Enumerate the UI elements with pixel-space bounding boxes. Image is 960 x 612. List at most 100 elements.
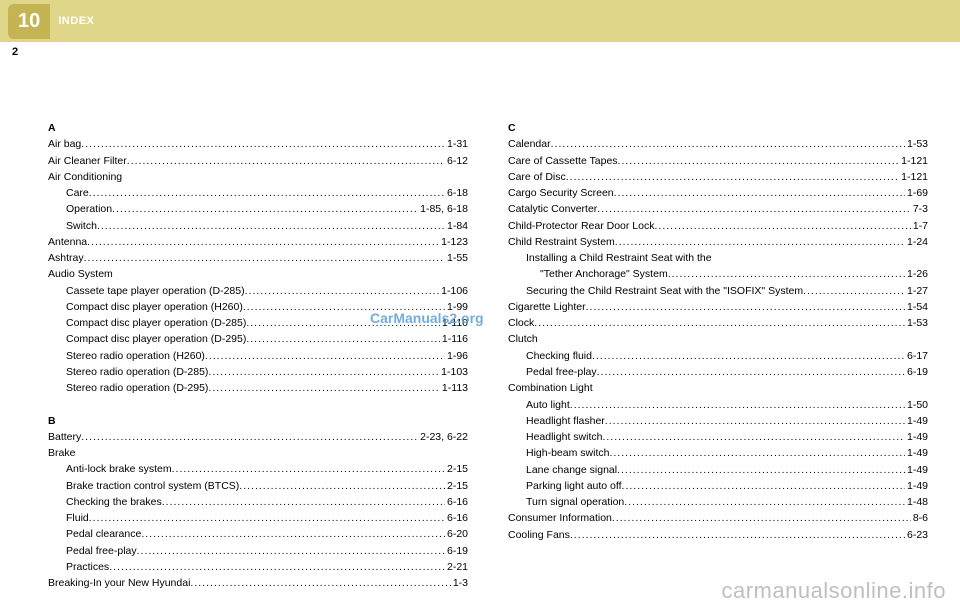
index-entry: Battery 2-23, 6-22 [48,429,468,445]
index-entry: Cargo Security Screen 1-69 [508,185,928,201]
index-page: 6-18 [445,185,468,201]
dot-leader [605,413,905,429]
index-entry: Parking light auto off 1-49 [508,478,928,494]
index-label: Compact disc player operation (D-285) [66,315,246,331]
index-page: 1-49 [905,445,928,461]
index-entry: Stereo radio operation (D-295) 1-113 [48,380,468,396]
index-page: 1-103 [439,364,468,380]
index-entry: Air Cleaner Filter 6-12 [48,153,468,169]
section-head: A [48,120,468,136]
index-page: 1-54 [905,299,928,315]
index-label: Cigarette Lighter [508,299,586,315]
dot-leader [109,559,445,575]
index-page: 6-20 [445,526,468,542]
index-plain: Clutch [508,331,928,347]
dot-leader [803,283,905,299]
index-entry: Lane change signal 1-49 [508,462,928,478]
dot-leader [162,494,445,510]
index-page: 1-31 [445,136,468,152]
index-entry: Anti-lock brake system 2-15 [48,461,468,477]
index-page: 6-16 [445,494,468,510]
dot-leader [190,575,450,591]
index-label: Care [66,185,89,201]
index-entry: Compact disc player operation (D-295) 1-… [48,331,468,347]
dot-leader [205,348,445,364]
index-label: Stereo radio operation (H260) [66,348,205,364]
index-label: Headlight flasher [526,413,605,429]
index-label: Stereo radio operation (D-295) [66,380,208,396]
index-label: "Tether Anchorage" System [540,266,668,282]
index-entry: Switch 1-84 [48,218,468,234]
index-page: 1-69 [905,185,928,201]
index-page: 1-116 [440,331,468,347]
index-entry: Headlight switch 1-49 [508,429,928,445]
dot-leader [245,283,440,299]
index-label: Checking the brakes [66,494,162,510]
dot-leader [566,169,899,185]
index-label: Practices [66,559,109,575]
dot-leader [112,201,418,217]
index-page: 1-53 [905,315,928,331]
index-page: 6-12 [445,153,468,169]
dot-leader [89,185,445,201]
index-page: 1-55 [445,250,468,266]
dot-leader [172,461,445,477]
index-label: Pedal free-play [526,364,597,380]
header-title: INDEX [58,15,94,27]
index-label: Operation [66,201,112,217]
chapter-badge: 10 [8,4,50,39]
index-entry: Consumer Information 8-6 [508,510,928,526]
index-label: Parking light auto off [526,478,622,494]
index-entry: Headlight flasher 1-49 [508,413,928,429]
dot-leader [81,429,418,445]
index-entry: Pedal clearance 6-20 [48,526,468,542]
dot-leader [243,299,445,315]
index-label: Checking fluid [526,348,592,364]
index-page: 1-49 [905,429,928,445]
index-label: Cooling Fans [508,527,570,543]
index-page: 1-96 [445,348,468,364]
index-label: Compact disc player operation (H260) [66,299,243,315]
index-label: Compact disc player operation (D-295) [66,331,246,347]
dot-leader [87,234,439,250]
index-label: Care of Disc [508,169,566,185]
index-entry: Breaking-In your New Hyundai 1-3 [48,575,468,591]
dot-leader [622,478,905,494]
index-page: 1-49 [905,478,928,494]
index-entry: Antenna 1-123 [48,234,468,250]
index-label: Calendar [508,136,551,152]
dot-leader [586,299,905,315]
index-label: Ashtray [48,250,84,266]
index-entry: Catalytic Converter 7-3 [508,201,928,217]
page-header: 10 INDEX [0,0,960,42]
index-plain: Air Conditioning [48,169,468,185]
dot-leader [609,445,905,461]
index-page: 2-15 [445,461,468,477]
index-page: 1-110 [440,315,468,331]
index-entry: Cooling Fans 6-23 [508,527,928,543]
index-page: 1-26 [905,266,928,282]
dot-leader [597,364,905,380]
index-entry: Stereo radio operation (H260) 1-96 [48,348,468,364]
index-plain: Installing a Child Restraint Seat with t… [508,250,928,266]
dot-leader [614,185,905,201]
index-label: Catalytic Converter [508,201,597,217]
index-page: 1-121 [899,169,928,185]
index-entry: Child Restraint System 1-24 [508,234,928,250]
index-page: 1-106 [439,283,468,299]
dot-leader [654,218,910,234]
index-label: Stereo radio operation (D-285) [66,364,208,380]
index-page: 1-113 [440,380,468,396]
index-entry: Brake traction control system (BTCS) 2-1… [48,478,468,494]
index-page: 1-27 [905,283,928,299]
dot-leader [246,315,440,331]
index-page: 6-17 [905,348,928,364]
dot-leader [615,234,905,250]
index-entry: Child-Protector Rear Door Lock 1-7 [508,218,928,234]
dot-leader [618,153,900,169]
index-entry: High-beam switch 1-49 [508,445,928,461]
index-entry: Clock 1-53 [508,315,928,331]
index-label: Combination Light [508,380,593,396]
dot-leader [246,331,440,347]
index-label: High-beam switch [526,445,609,461]
